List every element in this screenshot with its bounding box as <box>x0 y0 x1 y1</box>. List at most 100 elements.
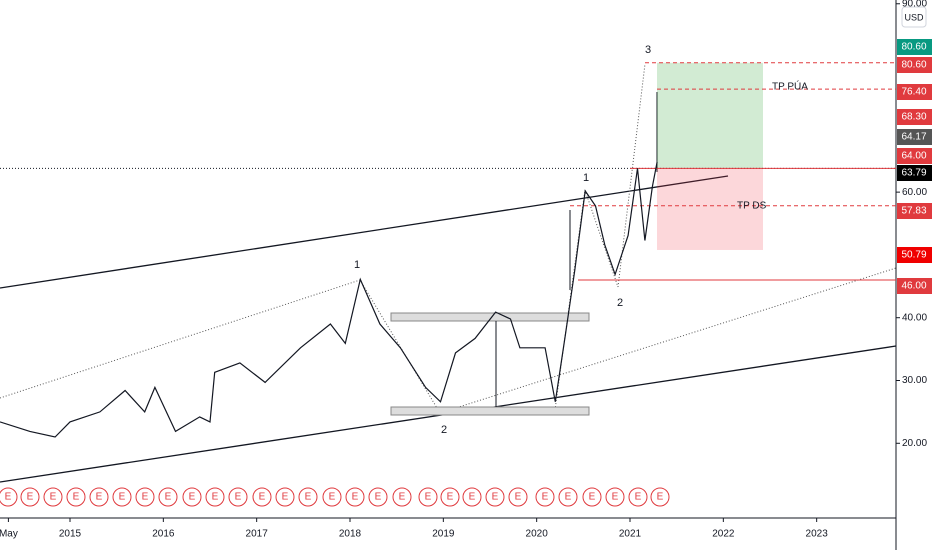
earnings-marker <box>462 487 482 507</box>
tp-label: TP DS <box>737 201 767 212</box>
earnings-label: E <box>212 492 219 503</box>
earnings-label: E <box>657 492 664 503</box>
price-tag-label: 80.60 <box>901 60 926 71</box>
x-tick-label: May <box>0 529 18 540</box>
price-line-series <box>0 161 658 438</box>
x-tick-label: 2015 <box>59 529 82 540</box>
earnings-marker <box>135 487 155 507</box>
price-tag-label: 57.83 <box>901 206 926 217</box>
wave-label: 1 <box>583 172 589 184</box>
price-tag-label: 68.30 <box>901 112 926 123</box>
earnings-label: E <box>73 492 80 503</box>
earnings-marker <box>252 487 272 507</box>
earnings-marker <box>228 487 248 507</box>
x-tick-label: 2021 <box>619 529 642 540</box>
range-box <box>390 312 590 322</box>
earnings-marker <box>89 487 109 507</box>
earnings-label: E <box>259 492 266 503</box>
price-tag <box>897 165 932 181</box>
earnings-label: E <box>329 492 336 503</box>
price-tag <box>897 129 932 145</box>
price-tag-label: 76.40 <box>901 87 926 98</box>
earnings-label: E <box>165 492 172 503</box>
earnings-marker <box>112 487 132 507</box>
tp-label: TP PÚA <box>772 80 808 93</box>
price-tag-label: 80.60 <box>901 42 926 53</box>
earnings-marker <box>418 487 438 507</box>
earnings-label: E <box>469 492 476 503</box>
price-tag <box>897 247 932 263</box>
price-tag-label: 63.79 <box>901 168 926 179</box>
earnings-marker <box>392 487 412 507</box>
earnings-label: E <box>375 492 382 503</box>
earnings-marker <box>322 487 342 507</box>
earnings-marker <box>508 487 528 507</box>
earnings-marker <box>0 487 18 507</box>
earnings-marker <box>485 487 505 507</box>
earnings-marker <box>605 487 625 507</box>
earnings-marker <box>20 487 40 507</box>
wave-label: 3 <box>645 44 651 56</box>
earnings-label: E <box>612 492 619 503</box>
earnings-marker <box>275 487 295 507</box>
earnings-marker <box>345 487 365 507</box>
earnings-marker <box>440 487 460 507</box>
y-tick-label: 90.00 <box>902 0 927 9</box>
price-tag <box>897 84 932 100</box>
x-tick-label: 2023 <box>806 529 829 540</box>
earnings-marker <box>298 487 318 507</box>
earnings-marker <box>43 487 63 507</box>
earnings-marker <box>205 487 225 507</box>
earnings-label: E <box>492 492 499 503</box>
earnings-label: E <box>305 492 312 503</box>
price-tag <box>897 109 932 125</box>
x-tick-label: 2017 <box>246 529 269 540</box>
wave-line <box>0 279 361 399</box>
loss-zone <box>657 168 763 250</box>
price-tag-label: 64.00 <box>901 151 926 162</box>
earnings-label: E <box>447 492 454 503</box>
earnings-marker <box>535 487 555 507</box>
x-tick-label: 2018 <box>339 529 362 540</box>
range-box <box>390 406 590 416</box>
earnings-label: E <box>5 492 12 503</box>
earnings-marker <box>182 487 202 507</box>
y-tick-label: 60.00 <box>902 187 927 198</box>
price-tag-label: 46.00 <box>901 281 926 292</box>
profit-zone <box>657 62 763 169</box>
trend-line <box>0 175 729 289</box>
x-tick-label: 2022 <box>712 529 735 540</box>
wave-label: 2 <box>617 297 623 309</box>
price-tag-label: 50.79 <box>901 250 926 261</box>
y-tick-label: 20.00 <box>902 438 927 449</box>
earnings-label: E <box>425 492 432 503</box>
y-tick-label: 40.00 <box>902 312 927 323</box>
price-tag-label: 64.17 <box>901 132 926 143</box>
earnings-label: E <box>565 492 572 503</box>
earnings-marker <box>66 487 86 507</box>
earnings-label: E <box>119 492 126 503</box>
earnings-label: E <box>96 492 103 503</box>
price-tag <box>897 203 932 219</box>
earnings-label: E <box>282 492 289 503</box>
price-tag <box>897 39 932 55</box>
y-tick-label: 30.00 <box>902 375 927 386</box>
earnings-label: E <box>399 492 406 503</box>
wave-label: 1 <box>354 259 360 271</box>
earnings-label: E <box>235 492 242 503</box>
wave-label: 2 <box>441 424 447 436</box>
earnings-marker <box>650 487 670 507</box>
earnings-marker <box>158 487 178 507</box>
earnings-label: E <box>589 492 596 503</box>
earnings-label: E <box>142 492 149 503</box>
earnings-marker <box>582 487 602 507</box>
earnings-label: E <box>189 492 196 503</box>
earnings-label: E <box>27 492 34 503</box>
wave-line <box>584 189 619 288</box>
currency: USD <box>904 12 924 22</box>
x-tick-label: 2016 <box>152 529 175 540</box>
price-tag <box>897 148 932 164</box>
x-tick-label: 2019 <box>432 529 455 540</box>
earnings-label: E <box>515 492 522 503</box>
